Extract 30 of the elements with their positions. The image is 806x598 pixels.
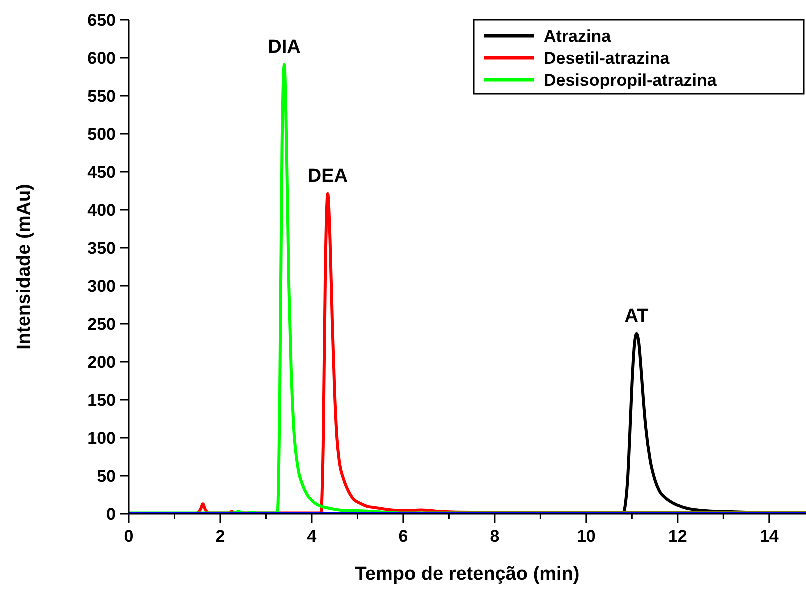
x-tick-label: 2 xyxy=(216,527,226,546)
x-axis-title: Tempo de retenção (min) xyxy=(355,564,580,585)
y-tick-label: 500 xyxy=(88,124,116,144)
y-tick-label: 600 xyxy=(88,48,116,68)
y-tick-label: 0 xyxy=(106,504,116,524)
y-tick-label: 450 xyxy=(88,162,116,182)
y-tick-label: 50 xyxy=(97,466,116,486)
legend-label: Desetil-atrazina xyxy=(544,48,670,68)
y-tick-label: 200 xyxy=(88,352,116,372)
legend-label: Desisopropil-atrazina xyxy=(544,70,718,90)
y-tick-label: 400 xyxy=(88,200,116,220)
y-axis-title: Intensidade (mAu) xyxy=(14,184,35,350)
legend-label: Atrazina xyxy=(544,26,612,46)
y-tick-label: 550 xyxy=(88,86,116,106)
y-tick-label: 300 xyxy=(88,276,116,296)
x-tick-label: 14 xyxy=(760,527,780,546)
annotation: AT xyxy=(624,306,650,327)
x-tick-label: 0 xyxy=(124,527,134,546)
annotation: DIA xyxy=(268,36,302,58)
x-tick-label: 4 xyxy=(307,527,318,546)
x-tick-label: 12 xyxy=(668,527,688,546)
y-tick-label: 150 xyxy=(88,390,116,410)
x-tick-label: 6 xyxy=(398,527,408,546)
annotation: DEA xyxy=(308,166,348,188)
y-tick-label: 350 xyxy=(88,238,116,258)
y-tick-label: 100 xyxy=(88,428,116,448)
y-tick-label: 250 xyxy=(88,314,116,334)
x-tick-label: 10 xyxy=(576,527,596,546)
x-tick-label: 8 xyxy=(490,527,500,546)
y-tick-label: 650 xyxy=(88,10,116,30)
